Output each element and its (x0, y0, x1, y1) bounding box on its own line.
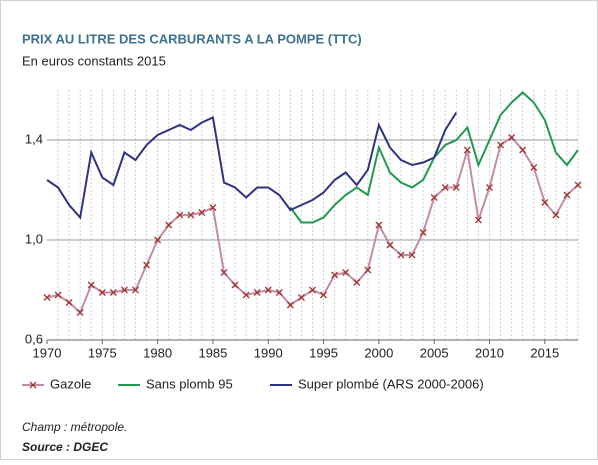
x-tick-label: 1980 (143, 345, 172, 360)
marker (430, 194, 438, 201)
marker (386, 241, 394, 249)
chart-subtitle: En euros constants 2015 (22, 53, 166, 68)
marker (198, 209, 206, 216)
marker (563, 191, 571, 199)
marker (98, 289, 106, 296)
note: Champ : métropole. (22, 420, 127, 434)
y-tick-label: 1,4 (25, 131, 43, 146)
x-tick-label: 1975 (88, 345, 117, 360)
marker (486, 184, 493, 191)
marker (552, 211, 560, 219)
marker (231, 281, 239, 289)
chart-title: PRIX AU LITRE DES CARBURANTS A LA POMPE … (22, 31, 362, 46)
marker (65, 299, 73, 306)
marker (541, 199, 549, 206)
marker (165, 221, 173, 229)
x-tick-label: 1990 (254, 345, 283, 360)
y-tick-label: 0,6 (25, 331, 43, 346)
marker (132, 286, 139, 294)
legend-label: Super plombé (ARS 2000-2006) (298, 376, 484, 391)
marker (43, 294, 51, 301)
source: Source : DGEC (22, 440, 108, 454)
marker (463, 146, 471, 154)
series-line (46, 111, 458, 220)
legend-label: Gazole (50, 376, 91, 391)
marker (176, 211, 184, 219)
marker (242, 291, 250, 299)
x-tick-label: 2010 (475, 345, 504, 360)
marker (364, 266, 372, 274)
marker (209, 204, 217, 211)
marker (309, 286, 316, 294)
marker (76, 309, 84, 316)
marker (275, 289, 283, 296)
marker (474, 216, 482, 224)
marker (353, 279, 361, 286)
x-tick-label: 2005 (420, 345, 449, 360)
marker (143, 261, 151, 269)
marker (375, 221, 383, 229)
x-tick-label: 1970 (33, 345, 62, 360)
marker (187, 211, 195, 219)
x-tick-label: 2015 (530, 345, 559, 360)
x-tick-label: 1985 (198, 345, 227, 360)
marker (519, 146, 527, 154)
marker (441, 184, 449, 191)
marker (508, 134, 516, 141)
marker (54, 291, 62, 299)
legend-marker (29, 381, 37, 389)
marker (286, 301, 294, 309)
marker (342, 269, 350, 276)
x-tick-label: 2000 (364, 345, 393, 360)
marker (109, 289, 117, 296)
marker (220, 269, 228, 276)
marker (497, 141, 505, 149)
marker (253, 289, 261, 296)
legend-label: Sans plomb 95 (146, 376, 233, 391)
x-tick-label: 1995 (309, 345, 338, 360)
marker (331, 271, 339, 279)
marker (574, 181, 582, 189)
marker (87, 281, 95, 289)
marker (408, 251, 416, 259)
marker (120, 286, 128, 294)
marker (264, 286, 272, 294)
marker (530, 164, 538, 171)
marker (297, 294, 305, 301)
marker (452, 184, 460, 191)
marker (154, 236, 162, 244)
marker (419, 229, 427, 236)
marker (320, 291, 328, 299)
y-tick-label: 1,0 (25, 231, 43, 246)
marker (397, 251, 405, 259)
